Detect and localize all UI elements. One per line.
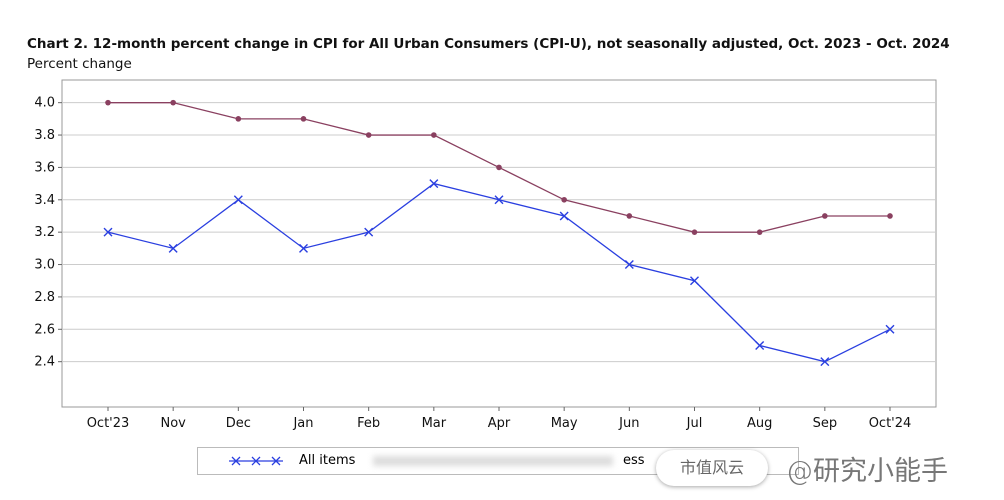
x-tick-label: Jan (292, 416, 313, 431)
data-point-dot (365, 132, 372, 138)
data-point-dot (626, 213, 633, 219)
x-tick-label: Aug (747, 416, 772, 431)
plot-area (61, 79, 937, 408)
y-tick-label: 3.8 (34, 128, 55, 143)
y-tick-label: 3.6 (34, 160, 55, 175)
data-point-x (624, 260, 634, 270)
y-axis-label: Percent change (27, 56, 132, 72)
x-tick-label: Sep (813, 416, 838, 431)
y-tick-label: 3.4 (34, 193, 55, 208)
y-tick-label: 4.0 (34, 96, 55, 111)
x-tick-label: Feb (357, 416, 380, 431)
data-point-dot (756, 229, 763, 235)
chart-title: Chart 2. 12-month percent change in CPI … (27, 36, 950, 52)
data-point-x (494, 195, 504, 205)
data-point-x (103, 227, 113, 237)
x-tick-label: Oct'23 (87, 416, 130, 431)
x-tick-label: Nov (160, 416, 186, 431)
data-point-dot (561, 196, 567, 203)
x-tick-label: Jul (686, 416, 703, 431)
y-tick-label: 3.2 (34, 225, 55, 240)
legend-label-core: ess (623, 453, 645, 468)
data-point-dot (822, 213, 828, 219)
data-point-dot (431, 132, 437, 138)
data-point-x (299, 243, 308, 253)
data-point-x (168, 243, 178, 253)
watermark-badge: 市值风云 (656, 450, 768, 486)
data-point-x (364, 227, 374, 237)
data-point-dot (887, 213, 893, 219)
x-tick-label: Apr (488, 416, 511, 431)
watermark-handle: @研究小能手 (786, 456, 948, 487)
data-point-x (233, 195, 243, 205)
data-point-x (885, 324, 895, 334)
x-tick-label: Oct'24 (869, 416, 912, 431)
x-tick-label: Jun (618, 416, 639, 431)
data-point-dot (691, 229, 698, 235)
x-tick-label: Dec (226, 416, 251, 431)
data-point-dot (170, 99, 176, 106)
data-point-x (820, 357, 830, 367)
data-point-dot (496, 164, 502, 171)
data-point-x (690, 276, 699, 286)
y-tick-label: 2.6 (34, 322, 55, 337)
blurred-legend-region (373, 456, 613, 466)
legend-marker-all-items (229, 456, 283, 466)
y-tick-label: 2.4 (34, 355, 55, 370)
data-point-x (755, 340, 765, 350)
legend-label-all-items: All items (299, 453, 356, 468)
data-point-dot (300, 116, 307, 122)
y-tick-label: 2.8 (34, 290, 55, 305)
data-point-dot (235, 116, 242, 122)
x-tick-label: Mar (422, 416, 447, 431)
data-point-dot (105, 99, 111, 106)
data-point-x (429, 179, 439, 189)
data-point-x (559, 211, 569, 221)
x-tick-label: May (551, 416, 578, 431)
y-tick-label: 3.0 (34, 258, 55, 273)
